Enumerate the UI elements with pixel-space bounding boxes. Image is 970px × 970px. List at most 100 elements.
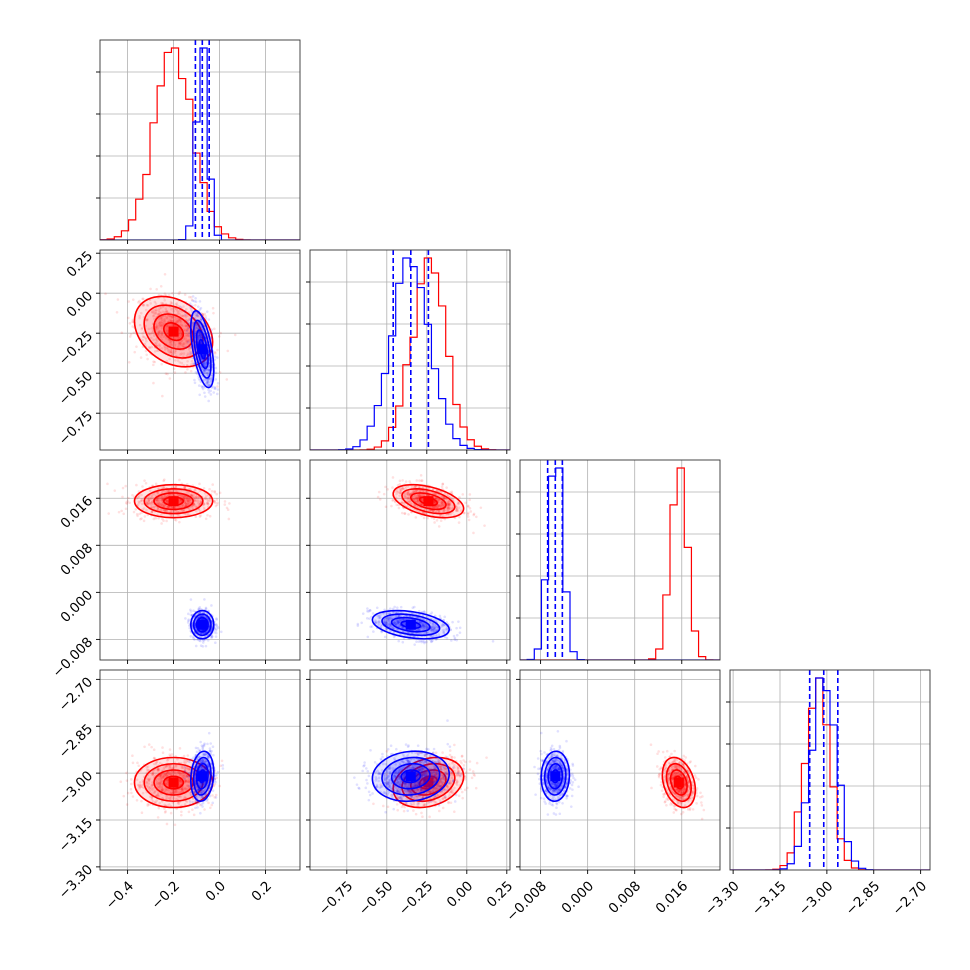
scatter-point [160, 786, 164, 790]
scatter-point [142, 303, 145, 307]
scatter-point [161, 788, 165, 791]
scatter-point [162, 519, 165, 523]
scatter-point [398, 491, 402, 494]
scatter-point [158, 783, 162, 787]
scatter-point [206, 499, 210, 502]
scatter-point [204, 362, 208, 365]
scatter-point [466, 504, 470, 508]
scatter-point [442, 509, 446, 512]
scatter-point [197, 607, 201, 610]
scatter-point [398, 620, 402, 623]
scatter-point [143, 479, 146, 482]
scatter-point [408, 480, 411, 483]
scatter-point [207, 368, 210, 372]
scatter-point [384, 621, 388, 624]
scatter-point [154, 311, 157, 315]
scatter-point [368, 608, 372, 612]
scatter-point [183, 795, 187, 799]
scatter-point [141, 338, 145, 342]
scatter-point [433, 492, 437, 496]
scatter-point [152, 334, 156, 338]
scatter-point [173, 823, 177, 827]
scatter-point [461, 493, 465, 496]
scatter-point [178, 320, 182, 323]
scatter-point [444, 628, 448, 631]
scatter-point [195, 314, 198, 318]
scatter-point [150, 310, 154, 313]
scatter-point [437, 498, 440, 502]
scatter-point [398, 489, 402, 492]
scatter-point [374, 621, 378, 625]
scatter-point [178, 318, 181, 322]
scatter-point [435, 628, 439, 632]
scatter-point [185, 503, 189, 506]
scatter-point [439, 519, 443, 523]
scatter-point [392, 635, 396, 639]
scatter-point [152, 762, 156, 766]
scatter-point [435, 629, 438, 632]
scatter-point [169, 340, 172, 344]
scatter-point [416, 498, 420, 502]
scatter-point [416, 490, 419, 493]
scatter-point [160, 331, 164, 335]
scatter-point [147, 768, 151, 772]
scatter-point [467, 505, 470, 508]
scatter-point [150, 503, 153, 507]
scatter-point [179, 779, 182, 783]
scatter-point [151, 500, 154, 503]
scatter-point [169, 350, 173, 354]
scatter-point [154, 801, 157, 805]
scatter-point [202, 506, 206, 510]
scatter-point [140, 493, 143, 497]
scatter-point [441, 503, 444, 507]
scatter-point [182, 337, 186, 341]
scatter-point [192, 362, 195, 365]
scatter-point [440, 500, 444, 504]
scatter-point [410, 502, 413, 506]
scatter-point [140, 502, 144, 506]
scatter-point [409, 500, 412, 504]
scatter-point [223, 500, 227, 503]
scatter-point [149, 302, 152, 305]
scatter-point [169, 510, 173, 513]
scatter-point [173, 506, 176, 509]
scatter-point [161, 503, 164, 507]
scatter-point [213, 490, 217, 493]
scatter-point [148, 332, 152, 336]
scatter-point [152, 314, 156, 317]
scatter-point [168, 314, 171, 318]
scatter-point [446, 500, 450, 504]
scatter-point [166, 782, 169, 786]
scatter-point [184, 346, 188, 349]
scatter-point [370, 625, 374, 628]
scatter-point [395, 606, 399, 609]
scatter-point [431, 624, 435, 627]
scatter-point [181, 504, 184, 508]
scatter-point [160, 316, 164, 320]
scatter-point [199, 333, 202, 337]
scatter-point [174, 302, 178, 306]
scatter-point [214, 793, 218, 797]
scatter-point [173, 351, 177, 355]
scatter-point [160, 498, 164, 502]
scatter-point [437, 510, 441, 513]
scatter-point [190, 494, 193, 497]
scatter-point [120, 509, 123, 513]
scatter-point [165, 499, 169, 503]
scatter-point [163, 503, 166, 507]
scatter-point [183, 802, 187, 806]
scatter-point [152, 757, 156, 760]
scatter-point [177, 510, 181, 513]
scatter-point [161, 775, 165, 778]
scatter-point [388, 617, 392, 620]
scatter-point [184, 504, 187, 508]
scatter-point [397, 639, 401, 643]
scatter-point [192, 316, 196, 320]
scatter-point [155, 799, 159, 802]
scatter-point [107, 512, 111, 515]
scatter-point [139, 783, 143, 787]
scatter-point [152, 748, 156, 752]
scatter-point [431, 635, 435, 638]
scatter-point [376, 624, 380, 627]
scatter-point [431, 505, 435, 509]
